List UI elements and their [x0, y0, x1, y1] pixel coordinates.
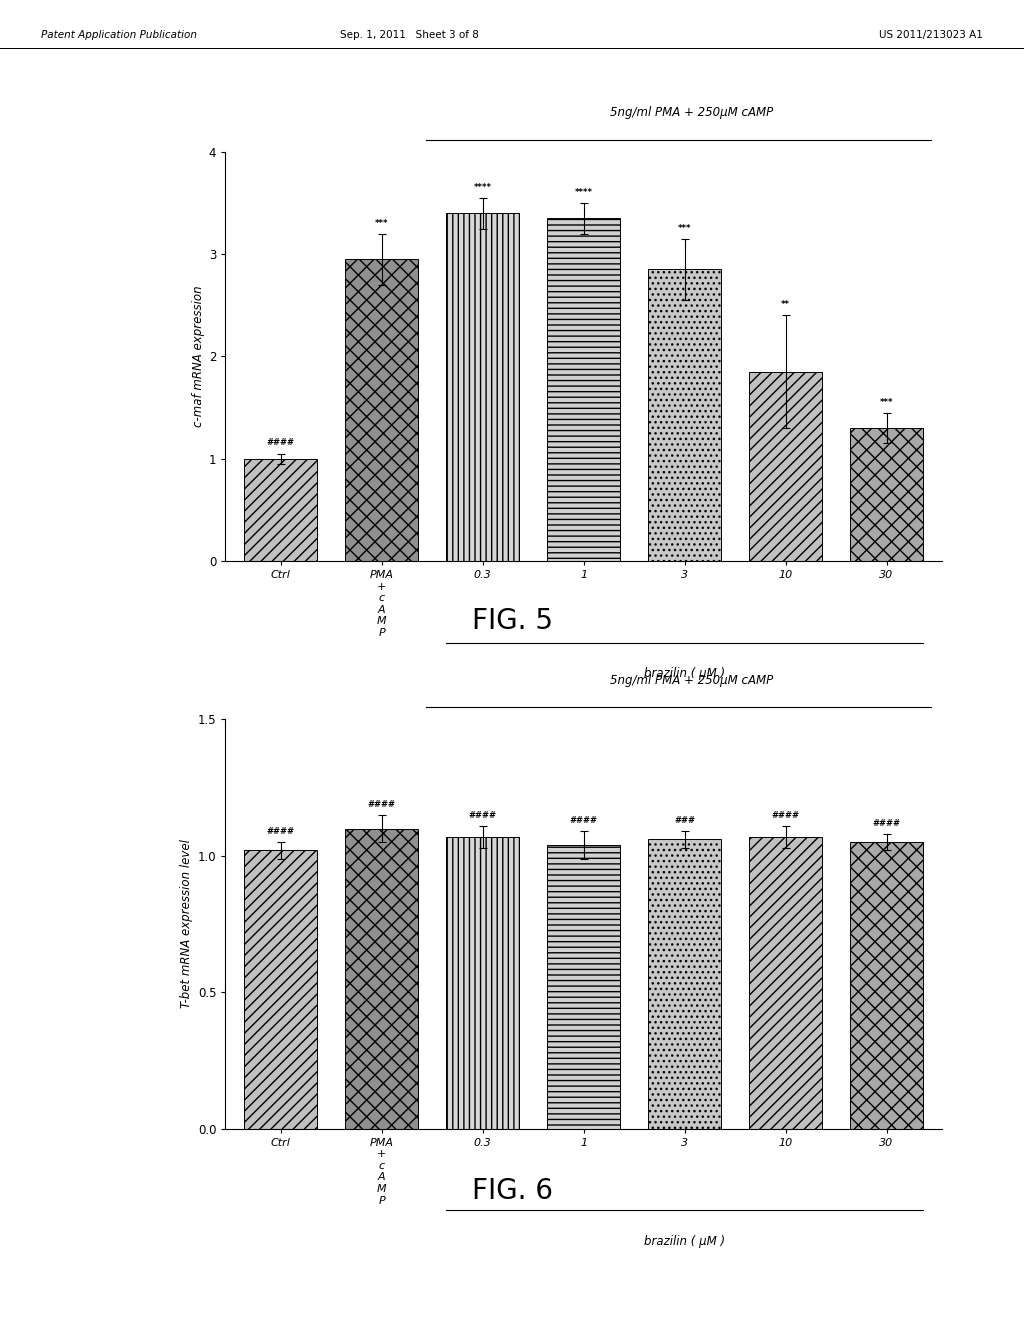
Bar [750, 837, 822, 1129]
Bar [446, 214, 519, 561]
Text: 5ng/ml PMA + 250μM cAMP: 5ng/ml PMA + 250μM cAMP [609, 673, 773, 686]
Bar [548, 845, 620, 1129]
Bar [850, 428, 923, 561]
Bar [648, 840, 721, 1129]
Bar [750, 372, 822, 561]
Text: ***: *** [880, 397, 893, 407]
Text: ####: #### [469, 810, 497, 820]
Bar [345, 829, 418, 1129]
Text: FIG. 6: FIG. 6 [471, 1177, 553, 1205]
Text: Sep. 1, 2011   Sheet 3 of 8: Sep. 1, 2011 Sheet 3 of 8 [340, 30, 479, 41]
Text: brazilin ( μM ): brazilin ( μM ) [644, 668, 725, 680]
Text: 5ng/ml PMA + 250μM cAMP: 5ng/ml PMA + 250μM cAMP [609, 106, 773, 119]
Text: FIG. 5: FIG. 5 [471, 607, 553, 635]
Text: **: ** [781, 301, 791, 309]
Text: ####: #### [267, 438, 295, 447]
Bar [446, 837, 519, 1129]
Bar [850, 842, 923, 1129]
Bar [245, 850, 317, 1129]
Bar [245, 459, 317, 561]
Y-axis label: c-maf mRNA expression: c-maf mRNA expression [191, 285, 205, 428]
Text: ####: #### [872, 818, 900, 828]
Text: ####: #### [569, 816, 598, 825]
Text: ####: #### [267, 828, 295, 836]
Text: ####: #### [772, 810, 800, 820]
Text: ****: **** [574, 187, 593, 197]
Text: ****: **** [474, 182, 492, 191]
Text: US 2011/213023 A1: US 2011/213023 A1 [880, 30, 983, 41]
Text: ####: #### [368, 800, 395, 809]
Bar [648, 269, 721, 561]
Text: ***: *** [678, 223, 691, 232]
Bar [345, 259, 418, 561]
Text: ###: ### [674, 816, 695, 825]
Text: brazilin ( μM ): brazilin ( μM ) [644, 1236, 725, 1247]
Bar [548, 218, 620, 561]
Text: Patent Application Publication: Patent Application Publication [41, 30, 197, 41]
Text: ***: *** [375, 219, 388, 227]
Y-axis label: T-bet mRNA expression level: T-bet mRNA expression level [180, 840, 194, 1008]
